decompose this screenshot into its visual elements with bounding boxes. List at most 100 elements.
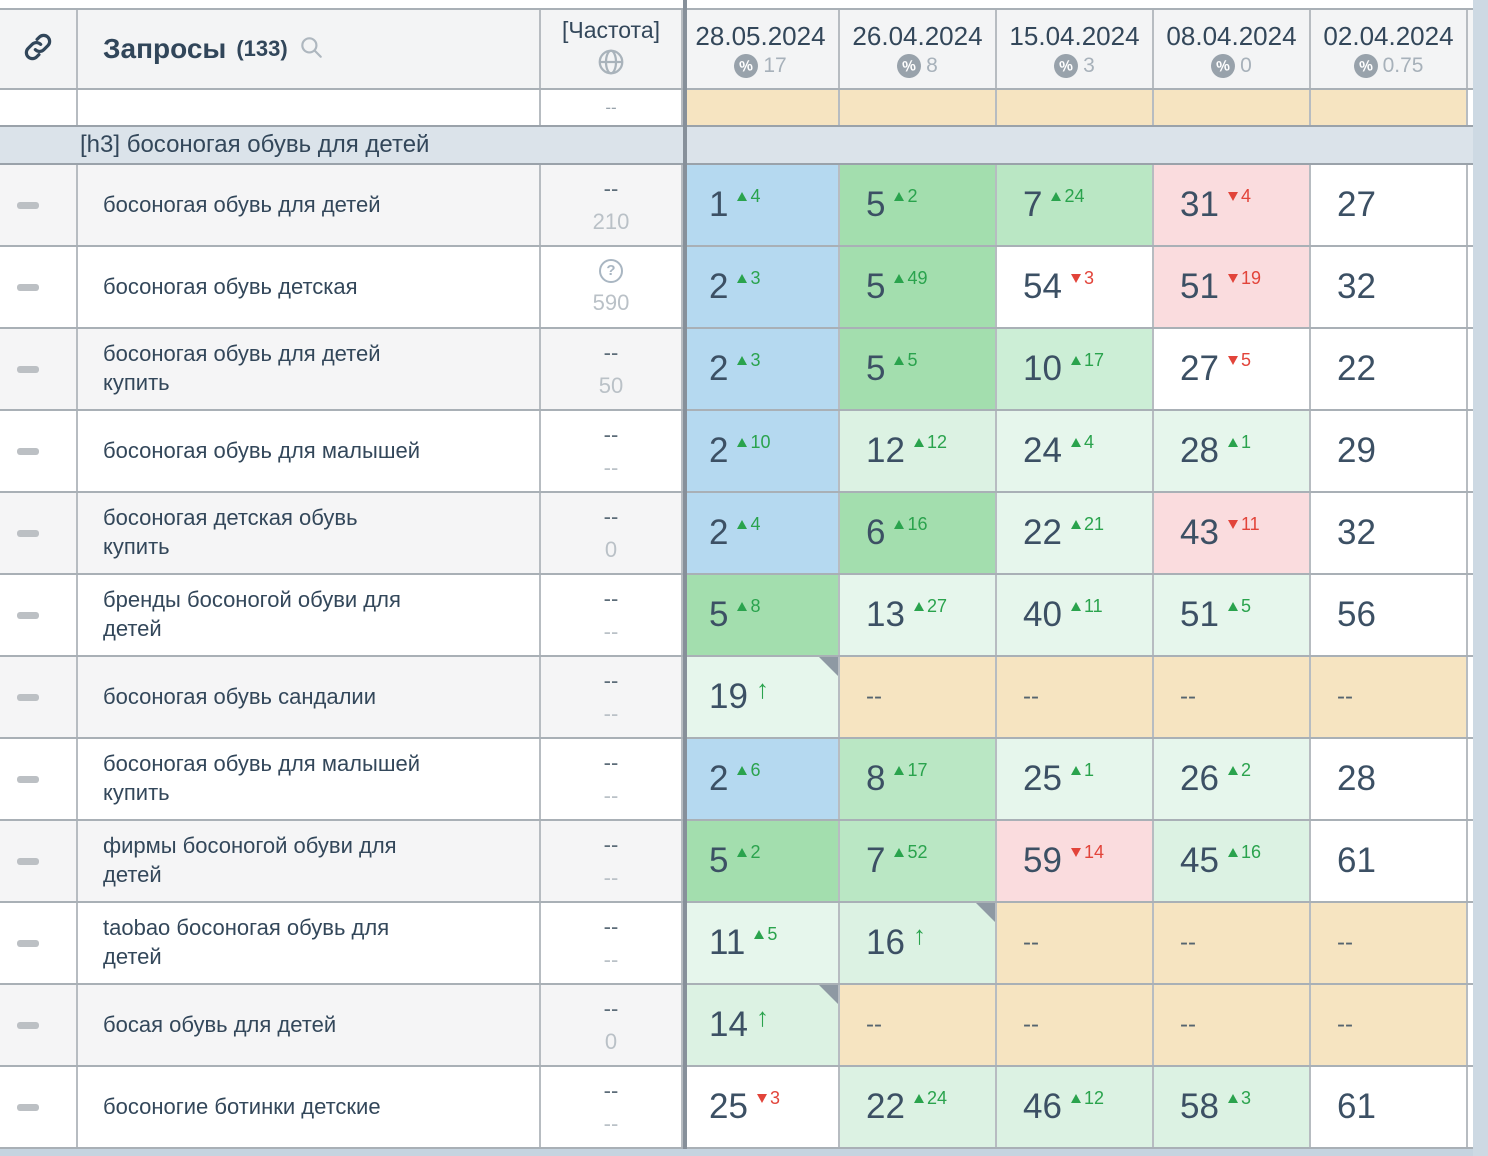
- position-cell[interactable]: 11 5: [683, 903, 840, 983]
- position-cell[interactable]: --: [840, 985, 997, 1065]
- row-select-cell[interactable]: [0, 165, 78, 245]
- query-cell[interactable]: фирмы босоногой обуви для детей: [78, 821, 541, 901]
- query-cell[interactable]: taobao босоногая обувь для детей: [78, 903, 541, 983]
- position-cell[interactable]: --: [997, 985, 1154, 1065]
- row-select-cell[interactable]: [0, 657, 78, 737]
- position-cell[interactable]: 16 ↑: [840, 903, 997, 983]
- position-cell[interactable]: 27: [1311, 165, 1468, 245]
- query-cell[interactable]: босоногая обувь для малышей: [78, 411, 541, 491]
- position-cell[interactable]: 61: [1311, 1067, 1468, 1147]
- position-cell[interactable]: 59 14: [997, 821, 1154, 901]
- right-scroll-area[interactable]: [1473, 0, 1488, 1156]
- bottom-scroll-area[interactable]: [0, 1149, 1473, 1156]
- change-value: 12: [926, 431, 947, 452]
- position-cell[interactable]: 7 52: [840, 821, 997, 901]
- position-cell[interactable]: 22 21: [997, 493, 1154, 573]
- position-cell[interactable]: 54 3: [997, 247, 1154, 327]
- query-cell[interactable]: босоногая обувь детская: [78, 247, 541, 327]
- position-cell[interactable]: 28 1: [1154, 411, 1311, 491]
- date-column-header[interactable]: 15.04.2024 % 3: [997, 10, 1154, 88]
- position-cell[interactable]: 5 49: [840, 247, 997, 327]
- position-cell[interactable]: 25 3: [683, 1067, 840, 1147]
- date-column-header[interactable]: 26.04.2024 % 8: [840, 10, 997, 88]
- queries-column-header[interactable]: Запросы (133): [78, 10, 541, 88]
- query-cell[interactable]: босая обувь для детей: [78, 985, 541, 1065]
- position-cell[interactable]: 12 12: [840, 411, 997, 491]
- position-cell[interactable]: 58 3: [1154, 1067, 1311, 1147]
- query-cell[interactable]: босоногая обувь для детей купить: [78, 329, 541, 409]
- position-value: 46: [1023, 1087, 1062, 1126]
- position-cell[interactable]: 22 24: [840, 1067, 997, 1147]
- row-select-cell[interactable]: [0, 739, 78, 819]
- query-cell[interactable]: босоногая обувь сандалии: [78, 657, 541, 737]
- position-cell[interactable]: 24 4: [997, 411, 1154, 491]
- position-cell[interactable]: 51 19: [1154, 247, 1311, 327]
- row-select-cell[interactable]: [0, 493, 78, 573]
- position-cell[interactable]: 10 17: [997, 329, 1154, 409]
- position-cell[interactable]: 31 4: [1154, 165, 1311, 245]
- row-select-cell[interactable]: [0, 985, 78, 1065]
- link-column-header[interactable]: [0, 10, 78, 88]
- query-cell[interactable]: босоногая обувь для детей: [78, 165, 541, 245]
- position-cell[interactable]: 26 2: [1154, 739, 1311, 819]
- question-icon[interactable]: ?: [599, 258, 623, 283]
- position-cell[interactable]: --: [840, 657, 997, 737]
- position-cell[interactable]: 8 17: [840, 739, 997, 819]
- row-select-cell[interactable]: [0, 1067, 78, 1147]
- row-select-cell[interactable]: [0, 329, 78, 409]
- position-cell[interactable]: 46 12: [997, 1067, 1154, 1147]
- group-header-row[interactable]: [h3] босоногая обувь для детей: [0, 125, 1473, 165]
- position-cell[interactable]: --: [1154, 657, 1311, 737]
- position-cell[interactable]: 25 1: [997, 739, 1154, 819]
- position-cell[interactable]: 51 5: [1154, 575, 1311, 655]
- position-cell[interactable]: --: [1311, 903, 1468, 983]
- position-cell[interactable]: --: [1154, 985, 1311, 1065]
- position-cell[interactable]: 56: [1311, 575, 1468, 655]
- row-select-cell[interactable]: [0, 821, 78, 901]
- query-text: босая обувь для детей: [103, 1011, 337, 1037]
- position-cell[interactable]: 13 27: [840, 575, 997, 655]
- position-cell[interactable]: 19 ↑: [683, 657, 840, 737]
- query-cell[interactable]: босоногие ботинки детские: [78, 1067, 541, 1147]
- position-cell[interactable]: 32: [1311, 493, 1468, 573]
- position-cell[interactable]: 27 5: [1154, 329, 1311, 409]
- position-cell[interactable]: 28: [1311, 739, 1468, 819]
- position-cell[interactable]: 7 24: [997, 165, 1154, 245]
- position-cell[interactable]: 22: [1311, 329, 1468, 409]
- position-cell[interactable]: 61: [1311, 821, 1468, 901]
- position-cell[interactable]: --: [1154, 903, 1311, 983]
- position-cell[interactable]: 40 11: [997, 575, 1154, 655]
- row-select-cell[interactable]: [0, 247, 78, 327]
- row-select-cell[interactable]: [0, 575, 78, 655]
- position-cell[interactable]: --: [1311, 657, 1468, 737]
- date-column-header[interactable]: 02.04.2024 % 0.75: [1311, 10, 1468, 88]
- frequency-column-header[interactable]: [Частота]: [541, 10, 683, 88]
- position-cell[interactable]: 29: [1311, 411, 1468, 491]
- row-select-cell[interactable]: [0, 411, 78, 491]
- position-cell[interactable]: 2 10: [683, 411, 840, 491]
- position-cell[interactable]: --: [997, 657, 1154, 737]
- position-cell[interactable]: 45 16: [1154, 821, 1311, 901]
- position-cell[interactable]: --: [997, 903, 1154, 983]
- position-cell[interactable]: 32: [1311, 247, 1468, 327]
- position-cell[interactable]: --: [1311, 985, 1468, 1065]
- position-cell[interactable]: 14 ↑: [683, 985, 840, 1065]
- position-cell[interactable]: 6 16: [840, 493, 997, 573]
- query-cell[interactable]: бренды босоногой обуви для детей: [78, 575, 541, 655]
- date-column-header[interactable]: 08.04.2024 % 0: [1154, 10, 1311, 88]
- date-column-header[interactable]: 28.05.2024 % 17: [683, 10, 840, 88]
- row-select-cell[interactable]: [0, 903, 78, 983]
- search-icon[interactable]: [298, 34, 324, 65]
- query-cell[interactable]: босоногая детская обувь купить: [78, 493, 541, 573]
- query-cell[interactable]: босоногая обувь для малышей купить: [78, 739, 541, 819]
- position-cell[interactable]: 43 11: [1154, 493, 1311, 573]
